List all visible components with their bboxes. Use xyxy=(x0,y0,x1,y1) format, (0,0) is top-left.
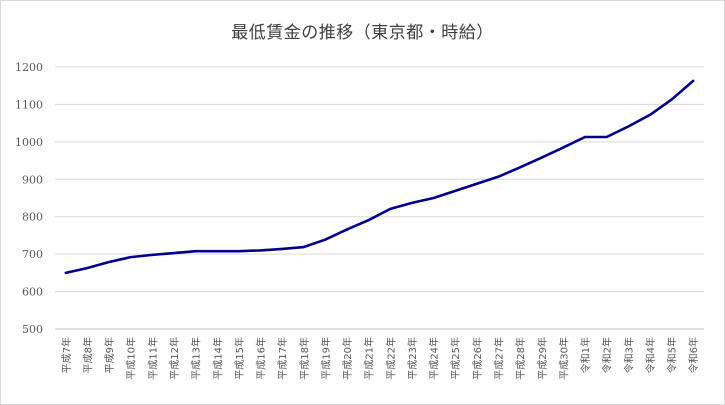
x-tick-label: 平成17年 xyxy=(276,337,289,380)
series-layer xyxy=(64,79,695,275)
x-tick-label: 平成7年 xyxy=(60,337,73,373)
x-tick-label: 平成13年 xyxy=(190,337,203,380)
chart-title: 最低賃金の推移（東京都・時給） xyxy=(231,23,494,43)
x-tick-label: 平成29年 xyxy=(536,337,549,380)
x-axis: 平成7年 平成8年 平成9年 平成10年 平成11年 平成12年 平成13年 平成14年 平成1… xyxy=(60,337,700,380)
y-tick-label: 700 xyxy=(22,248,43,261)
x-tick-label: 平成22年 xyxy=(384,337,397,380)
x-tick-label: 平成10年 xyxy=(125,337,138,380)
y-axis: 500 600 700 800 900 1000 1100 1200 xyxy=(15,61,43,336)
x-tick-label: 平成26年 xyxy=(471,337,484,380)
y-tick-label: 1100 xyxy=(15,98,43,111)
y-tick-label: 900 xyxy=(22,173,43,186)
x-tick-label: 平成21年 xyxy=(363,337,376,380)
x-tick-label: 令和2年 xyxy=(601,337,614,373)
x-tick-label: 平成23年 xyxy=(406,337,419,380)
x-tick-label: 平成20年 xyxy=(341,337,354,380)
y-tick-label: 1200 xyxy=(15,61,43,74)
x-tick-label: 平成27年 xyxy=(492,337,505,380)
y-tick-label: 600 xyxy=(22,286,43,299)
x-tick-label: 平成25年 xyxy=(449,337,462,380)
x-tick-label: 令和5年 xyxy=(666,337,679,373)
x-tick-label: 平成18年 xyxy=(298,337,311,380)
x-tick-label: 平成30年 xyxy=(557,337,570,380)
x-tick-label: 令和3年 xyxy=(622,337,635,373)
x-tick-label: 平成12年 xyxy=(168,337,181,380)
y-tick-label: 500 xyxy=(22,323,43,336)
y-tick-label: 800 xyxy=(22,211,43,224)
x-tick-label: 平成11年 xyxy=(146,337,159,380)
x-tick-label: 令和1年 xyxy=(579,337,592,373)
x-tick-label: 令和6年 xyxy=(687,337,700,373)
x-tick-label: 平成9年 xyxy=(103,337,116,373)
x-tick-label: 令和4年 xyxy=(644,337,657,373)
x-tick-label: 平成16年 xyxy=(255,337,268,380)
x-tick-label: 平成15年 xyxy=(233,337,246,380)
series-line xyxy=(64,79,695,275)
x-tick-label: 平成19年 xyxy=(319,337,332,380)
x-tick-label: 平成14年 xyxy=(211,337,224,380)
x-tick-label: 平成28年 xyxy=(514,337,527,380)
x-tick-label: 平成24年 xyxy=(428,337,441,380)
grid-layer xyxy=(55,66,704,330)
y-tick-label: 1000 xyxy=(15,136,43,149)
x-tick-label: 平成8年 xyxy=(81,337,94,373)
